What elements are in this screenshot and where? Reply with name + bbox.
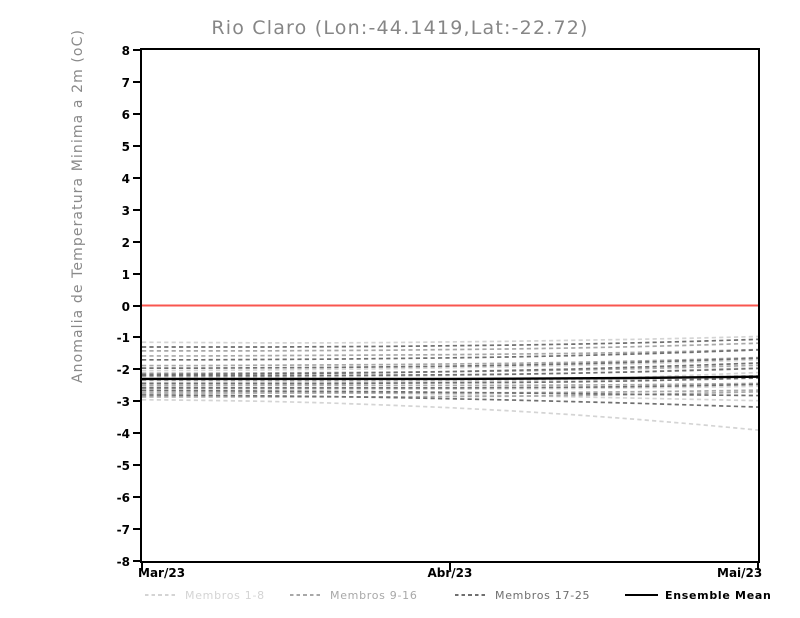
- y-axis-tick-label: -2: [116, 363, 130, 378]
- y-axis-tick: [133, 368, 142, 371]
- y-axis-tick-label: -6: [116, 491, 130, 506]
- y-axis-tick: [133, 304, 142, 307]
- y-axis-tick: [133, 208, 142, 211]
- legend-line-swatch: [290, 594, 323, 596]
- legend-item-label: Membros 17-25: [495, 588, 591, 602]
- member-line: [142, 389, 758, 394]
- member-line: [142, 342, 758, 352]
- y-axis-tick-label: -4: [116, 427, 130, 442]
- legend-item[interactable]: Membros 17-25: [455, 586, 590, 604]
- x-axis-tick-label: Mar/23: [138, 566, 186, 580]
- y-axis-tick: [133, 496, 142, 499]
- member-line: [142, 398, 758, 431]
- y-axis-tick-label: -3: [116, 395, 130, 410]
- y-axis-tick-label: 8: [121, 44, 130, 58]
- y-axis-tick-label: -1: [116, 331, 130, 346]
- member-line: [142, 364, 758, 375]
- y-axis-tick-label: -5: [116, 459, 130, 474]
- y-axis-tick: [133, 400, 142, 403]
- legend-item[interactable]: Membros 1-8: [145, 586, 265, 604]
- ensemble-mean-line: [142, 375, 758, 381]
- y-axis-tick: [133, 560, 142, 562]
- legend-item-label: Membros 9-16: [330, 588, 418, 602]
- y-axis-tick-label: 6: [121, 107, 130, 122]
- legend-line-swatch: [145, 594, 178, 596]
- legend-item-label: Ensemble Mean: [665, 588, 772, 602]
- member-line: [142, 367, 758, 377]
- member-line: [142, 338, 758, 348]
- y-axis-tick-label: 5: [121, 139, 130, 154]
- y-axis-tick-label: -8: [116, 555, 130, 569]
- legend-line-swatch: [625, 594, 658, 596]
- x-axis-tick-label: Mai/23: [717, 566, 763, 580]
- member-line: [142, 349, 758, 361]
- member-line: [142, 356, 758, 367]
- y-axis-tick-label: 3: [121, 203, 130, 218]
- member-line: [142, 377, 758, 385]
- legend-item-label: Membros 1-8: [185, 588, 265, 602]
- y-axis-tick-label: -7: [116, 523, 130, 538]
- y-axis-label: Anomalia de Temperatura Minima a 2m (oC): [70, 28, 86, 384]
- y-axis-tick: [133, 80, 142, 83]
- y-axis-tick: [133, 144, 142, 147]
- member-line: [142, 385, 758, 391]
- y-axis-tick-label: 2: [121, 235, 130, 250]
- series-layer: [142, 304, 758, 431]
- member-line: [142, 390, 758, 402]
- legend-line-swatch: [455, 594, 488, 596]
- y-axis-tick: [133, 464, 142, 467]
- y-axis-tick-label: 4: [121, 171, 130, 186]
- member-line: [142, 348, 758, 357]
- member-line: [142, 382, 758, 387]
- x-axis-tick: [757, 561, 759, 570]
- plot-area: [140, 48, 760, 563]
- y-axis-tick-label: 7: [121, 75, 130, 90]
- y-axis-tick: [133, 336, 142, 339]
- plot-clip: [142, 50, 758, 561]
- y-axis-tick-label: 0: [121, 299, 130, 314]
- y-axis-tick: [133, 432, 142, 435]
- y-axis-tick: [133, 49, 142, 51]
- member-line: [142, 362, 758, 376]
- member-line: [142, 335, 758, 344]
- x-axis-tick-label: Abr/23: [427, 566, 473, 580]
- y-axis-tick: [133, 176, 142, 179]
- legend-item[interactable]: Membros 9-16: [290, 586, 418, 604]
- y-axis-tick: [133, 112, 142, 115]
- chart-title: Rio Claro (Lon:-44.1419,Lat:-22.72): [211, 17, 589, 39]
- chart-legend: Membros 1-8 Membros 9-16 Membros 17-25 Ense…: [140, 586, 772, 604]
- member-line: [142, 394, 758, 408]
- y-axis-tick-label: 1: [121, 267, 130, 282]
- x-axis-tick: [141, 561, 143, 570]
- legend-item[interactable]: Ensemble Mean: [625, 586, 772, 604]
- y-axis-tick: [133, 272, 142, 275]
- member-line: [142, 383, 758, 389]
- member-line: [142, 357, 758, 369]
- member-line: [142, 358, 758, 372]
- member-line: [142, 389, 758, 397]
- x-axis-tick: [449, 561, 451, 570]
- y-axis-tick: [133, 528, 142, 531]
- y-axis-tick: [133, 240, 142, 243]
